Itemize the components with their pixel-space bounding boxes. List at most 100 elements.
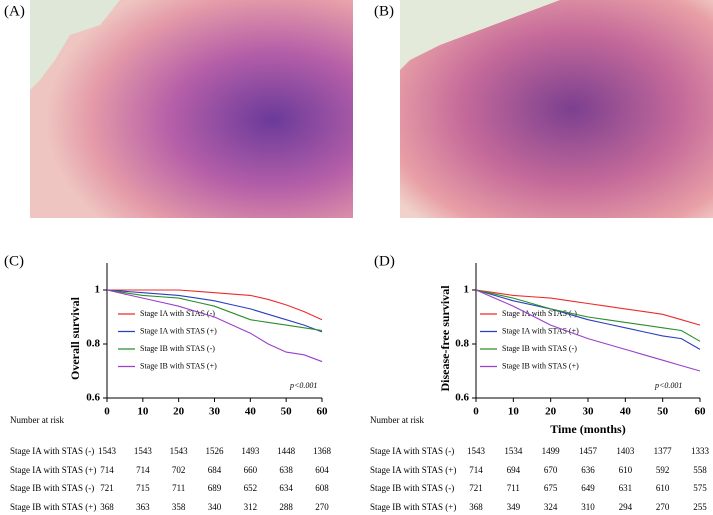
- survival-curve: [106, 289, 323, 333]
- risk-count: 711: [172, 483, 185, 493]
- survival-curve: [106, 289, 323, 332]
- risk-count: 638: [279, 465, 293, 475]
- x-tick-label: 10: [508, 406, 520, 418]
- y-tick-label: 0.6: [455, 392, 469, 404]
- panel-label: (D): [374, 253, 395, 269]
- risk-count: 631: [619, 483, 633, 493]
- risk-count: 1543: [134, 446, 153, 456]
- risk-count: 312: [244, 502, 258, 512]
- risk-count: 363: [136, 502, 150, 512]
- panel-label: (C): [4, 253, 24, 269]
- risk-count: 1543: [98, 446, 117, 456]
- risk-count: 270: [315, 502, 329, 512]
- risk-row-label: Stage IB with STAS (-): [10, 483, 94, 493]
- y-tick-label: 1: [464, 284, 470, 296]
- risk-count: 608: [315, 483, 329, 493]
- x-tick-label: 30: [209, 406, 221, 418]
- risk-count: 349: [507, 502, 521, 512]
- survival-curve: [106, 289, 323, 363]
- x-tick-label: 40: [245, 406, 257, 418]
- legend-label: Stage IB with STAS (-): [140, 344, 215, 353]
- risk-count: 358: [172, 502, 186, 512]
- x-tick-label: 60: [317, 406, 329, 418]
- x-tick-label: 30: [583, 406, 595, 418]
- x-axis-label: Time (months): [550, 422, 625, 436]
- risk-count: 1543: [170, 446, 189, 456]
- risk-count: 1499: [542, 446, 561, 456]
- risk-count: 1543: [467, 446, 486, 456]
- risk-count: 340: [208, 502, 222, 512]
- x-tick-label: 10: [137, 406, 149, 418]
- p-value: p<0.001: [654, 381, 682, 390]
- risk-count: 636: [581, 465, 595, 475]
- risk-count: 1493: [241, 446, 260, 456]
- x-tick-label: 0: [473, 406, 479, 418]
- risk-count: 1368: [313, 446, 332, 456]
- x-tick-label: 50: [657, 406, 669, 418]
- risk-count: 714: [469, 465, 483, 475]
- risk-row-label: Stage IA with STAS (+): [370, 465, 456, 475]
- y-tick-label: 0.8: [455, 338, 469, 350]
- risk-count: 255: [693, 502, 707, 512]
- risk-count: 368: [100, 502, 114, 512]
- legend-label: Stage IB with STAS (+): [502, 361, 579, 370]
- survival-curve: [107, 289, 323, 321]
- x-tick-label: 20: [545, 406, 557, 418]
- risk-count: 270: [656, 502, 670, 512]
- risk-count: 288: [279, 502, 293, 512]
- risk-count: 711: [507, 483, 520, 493]
- risk-row-label: Stage IA with STAS (-): [370, 446, 454, 456]
- risk-count: 368: [469, 502, 483, 512]
- risk-count: 660: [244, 465, 258, 475]
- risk-count: 652: [244, 483, 258, 493]
- risk-count: 649: [581, 483, 595, 493]
- risk-count: 324: [544, 502, 558, 512]
- risk-count: 634: [279, 483, 293, 493]
- risk-title: Number at risk: [370, 415, 424, 425]
- y-tick-label: 1: [95, 284, 101, 296]
- risk-count: 702: [172, 465, 186, 475]
- risk-count: 721: [469, 483, 483, 493]
- risk-title: Number at risk: [10, 415, 64, 425]
- y-tick-label: 0.6: [86, 392, 100, 404]
- risk-count: 1448: [277, 446, 296, 456]
- risk-row-label: Stage IA with STAS (+): [10, 465, 96, 475]
- risk-count: 675: [544, 483, 558, 493]
- risk-count: 592: [656, 465, 670, 475]
- risk-count: 610: [619, 465, 633, 475]
- y-axis-label: Disease-free survival: [438, 285, 452, 392]
- legend-label: Stage IB with STAS (-): [502, 344, 577, 353]
- legend-label: Stage IB with STAS (+): [140, 361, 217, 370]
- risk-count: 715: [136, 483, 150, 493]
- risk-count: 610: [656, 483, 670, 493]
- risk-count: 1457: [579, 446, 598, 456]
- x-tick-label: 40: [620, 406, 632, 418]
- x-tick-label: 20: [173, 406, 185, 418]
- risk-count: 721: [100, 483, 114, 493]
- risk-count: 310: [581, 502, 595, 512]
- panel-label: (B): [374, 3, 394, 19]
- risk-row-label: Stage IB with STAS (-): [370, 483, 454, 493]
- survival-curve: [475, 289, 701, 326]
- x-tick-label: 0: [104, 406, 110, 418]
- risk-count: 1377: [654, 446, 673, 456]
- y-axis-label: Overall survival: [68, 296, 82, 380]
- histology-image: [30, 0, 353, 218]
- legend-label: Stage IA with STAS (-): [140, 309, 215, 318]
- risk-row-label: Stage IB with STAS (+): [370, 502, 456, 512]
- histology-image: [400, 0, 713, 218]
- legend-label: Stage IA with STAS (+): [502, 326, 579, 335]
- risk-count: 1526: [206, 446, 225, 456]
- risk-count: 294: [619, 502, 633, 512]
- y-tick-label: 0.8: [86, 338, 100, 350]
- risk-count: 694: [507, 465, 521, 475]
- risk-count: 714: [100, 465, 114, 475]
- risk-row-label: Stage IB with STAS (+): [10, 502, 96, 512]
- survival-curve: [475, 289, 701, 350]
- risk-count: 1333: [691, 446, 710, 456]
- survival-curve: [475, 289, 701, 342]
- risk-count: 689: [208, 483, 222, 493]
- risk-count: 575: [693, 483, 707, 493]
- x-tick-label: 60: [695, 406, 707, 418]
